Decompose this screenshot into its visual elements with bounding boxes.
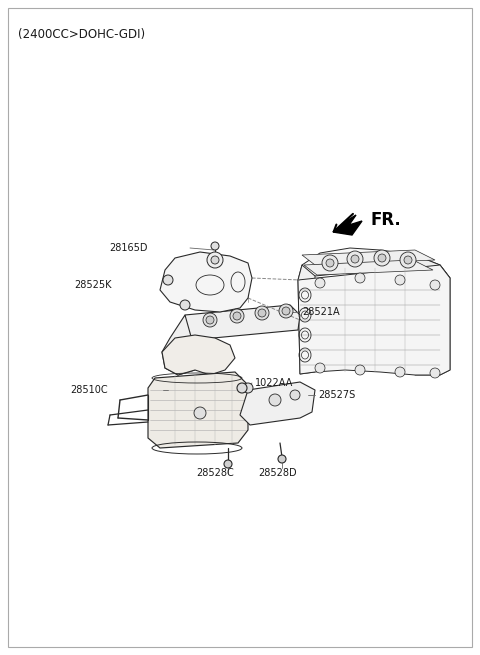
Circle shape	[207, 252, 223, 268]
Circle shape	[180, 300, 190, 310]
Circle shape	[355, 365, 365, 375]
Circle shape	[194, 407, 206, 419]
Circle shape	[224, 460, 232, 468]
Circle shape	[203, 313, 217, 327]
Bar	[415, 342, 440, 358]
Text: 28510C: 28510C	[71, 385, 108, 395]
Polygon shape	[304, 260, 433, 275]
Polygon shape	[162, 315, 200, 375]
Circle shape	[326, 259, 334, 267]
Circle shape	[282, 307, 290, 315]
Circle shape	[430, 368, 440, 378]
Text: FR.: FR.	[370, 211, 401, 229]
Circle shape	[230, 309, 244, 323]
Circle shape	[400, 252, 416, 268]
Polygon shape	[298, 248, 450, 282]
Circle shape	[269, 394, 281, 406]
Circle shape	[211, 256, 219, 264]
Text: 1022AA: 1022AA	[255, 378, 293, 388]
Circle shape	[237, 383, 247, 393]
Circle shape	[351, 255, 359, 263]
Circle shape	[211, 242, 219, 250]
Circle shape	[233, 312, 241, 320]
Circle shape	[315, 278, 325, 288]
Polygon shape	[302, 250, 435, 265]
Polygon shape	[162, 335, 235, 375]
Text: (2400CC>DOHC-GDI): (2400CC>DOHC-GDI)	[18, 28, 145, 41]
Polygon shape	[415, 255, 450, 375]
Circle shape	[374, 250, 390, 266]
Polygon shape	[240, 382, 315, 425]
Text: 28528D: 28528D	[259, 468, 297, 478]
Circle shape	[315, 363, 325, 373]
Polygon shape	[298, 265, 450, 375]
Text: 28521A: 28521A	[302, 307, 340, 317]
Text: 28527S: 28527S	[318, 390, 355, 400]
Text: 28528C: 28528C	[196, 468, 234, 478]
Bar	[415, 317, 440, 333]
Circle shape	[243, 383, 253, 393]
Circle shape	[378, 254, 386, 262]
Circle shape	[355, 273, 365, 283]
Circle shape	[278, 455, 286, 463]
Circle shape	[430, 280, 440, 290]
Circle shape	[290, 390, 300, 400]
Circle shape	[279, 304, 293, 318]
Circle shape	[258, 309, 266, 317]
Text: 28525K: 28525K	[74, 280, 112, 290]
Circle shape	[395, 367, 405, 377]
Circle shape	[255, 306, 269, 320]
Bar	[415, 292, 440, 308]
Circle shape	[347, 251, 363, 267]
Text: 28165D: 28165D	[109, 243, 148, 253]
Circle shape	[404, 256, 412, 264]
Circle shape	[322, 255, 338, 271]
Circle shape	[395, 275, 405, 285]
Circle shape	[206, 316, 214, 324]
Circle shape	[163, 275, 173, 285]
Polygon shape	[333, 215, 362, 235]
Polygon shape	[298, 265, 315, 374]
Polygon shape	[148, 372, 248, 448]
Polygon shape	[160, 252, 252, 312]
Polygon shape	[183, 305, 300, 340]
